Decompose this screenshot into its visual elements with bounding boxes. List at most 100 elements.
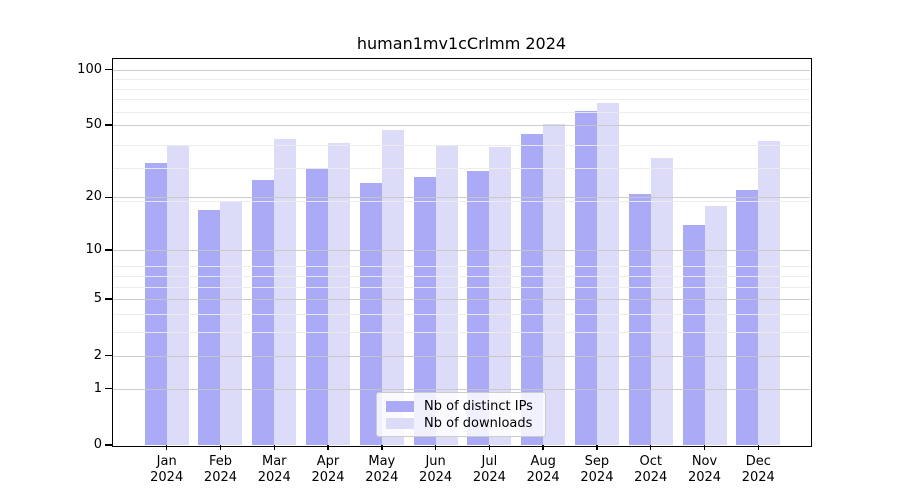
y-tick-label-5: 5 <box>93 291 102 307</box>
x-tick-label-apr: Apr 2024 <box>301 454 355 486</box>
y-tick-5 <box>105 298 113 300</box>
x-tick-sep <box>596 445 598 450</box>
bar-downloads-jan <box>166 144 189 445</box>
x-tick-mar <box>273 445 275 450</box>
y-axis-layer: 0 1 2 5 10 20 50 100 <box>77 59 810 452</box>
x-tick-label-year-jun: 2024 <box>419 470 453 485</box>
gridline-major-50 <box>113 125 810 127</box>
x-tick-label-month-jan: Jan <box>156 454 177 469</box>
bar-downloads-mar <box>274 139 297 445</box>
x-tick-dec <box>757 445 760 450</box>
x-tick-label-nov: Nov 2024 <box>678 454 732 486</box>
bar-distinct-ips-jun <box>413 176 436 445</box>
gridline-minor-8 <box>113 266 810 268</box>
x-tick-label-year-may: 2024 <box>365 470 399 485</box>
gridline-minor-4 <box>113 314 810 316</box>
bar-distinct-ips-dec <box>736 189 759 445</box>
x-tick-label-month-nov: Nov <box>691 454 718 469</box>
bar-distinct-ips-oct <box>628 193 651 445</box>
gridline-minor-3 <box>113 332 810 334</box>
gridline-minor-89 <box>113 78 810 80</box>
x-tick-label-year-feb: 2024 <box>203 470 238 485</box>
x-tick-label-sep: Sep 2024 <box>570 454 624 486</box>
y-tick-label-1: 1 <box>93 380 102 396</box>
x-tick-nov <box>703 445 706 450</box>
x-tick-may <box>381 445 383 450</box>
x-tick-label-month-mar: Mar <box>261 454 287 469</box>
gridline-minor-69 <box>113 99 810 101</box>
x-tick-label-year-apr: 2024 <box>311 470 345 485</box>
x-tick-aug <box>542 445 544 450</box>
x-tick-label-year-oct: 2024 <box>634 470 668 485</box>
legend-item-downloads: Nb of downloads <box>386 415 537 432</box>
x-tick-jan <box>165 445 168 450</box>
x-tick-feb <box>219 445 222 450</box>
bar-downloads-feb <box>220 201 243 445</box>
x-tick-label-oct: Oct 2024 <box>624 454 678 486</box>
x-tick-label-jan: Jan 2024 <box>140 454 194 486</box>
x-tick-label-month-dec: Dec <box>745 454 771 469</box>
gridline-minor-19 <box>113 201 810 203</box>
x-axis-layer: Jan 2024 Feb 2024 Mar 2024 Apr 2024 May 2024 Jun 20… <box>113 59 810 485</box>
x-tick-label-feb: Feb 2024 <box>193 454 247 486</box>
bar-downloads-nov <box>704 205 727 445</box>
y-tick-0 <box>105 444 113 446</box>
x-tick-label-month-jun: Jun <box>425 454 446 469</box>
y-tick-label-20: 20 <box>85 189 102 205</box>
x-tick-oct <box>649 445 652 450</box>
gridline-minor-7 <box>113 275 810 277</box>
x-tick-label-jun: Jun 2024 <box>409 454 463 486</box>
bar-distinct-ips-mar <box>252 180 275 445</box>
x-tick-apr <box>327 445 329 450</box>
bar-downloads-jul <box>489 147 512 445</box>
legend-item-distinct-ips: Nb of distinct IPs <box>386 398 537 415</box>
x-tick-label-mar: Mar 2024 <box>247 454 301 486</box>
bar-distinct-ips-aug <box>521 133 544 445</box>
gridline-minor-59 <box>113 111 810 113</box>
gridline-minor-6 <box>113 286 810 288</box>
legend: Nb of distinct IPs Nb of downloads <box>376 392 546 437</box>
bar-downloads-dec <box>758 140 781 445</box>
y-tick-100 <box>105 68 113 71</box>
gridline-major-20 <box>113 197 810 199</box>
gridline-major-1 <box>113 388 810 390</box>
x-tick-label-jul: Jul 2024 <box>462 454 516 486</box>
gridline-major-10 <box>113 249 810 251</box>
chart-title: human1mv1cCrlmm 2024 <box>356 34 567 53</box>
gridline-minor-39 <box>113 144 810 146</box>
y-tick-2 <box>105 354 113 357</box>
x-tick-label-aug: Aug 2024 <box>516 454 570 486</box>
legend-swatch-distinct-ips <box>386 401 414 412</box>
bar-distinct-ips-may <box>359 183 382 445</box>
bar-distinct-ips-jul <box>467 171 490 445</box>
bar-distinct-ips-apr <box>306 168 329 445</box>
gridline-major-5 <box>113 299 810 301</box>
y-tick-label-50: 50 <box>85 117 102 133</box>
legend-label-downloads: Nb of downloads <box>424 416 533 431</box>
x-tick-label-month-sep: Sep <box>584 454 610 469</box>
y-tick-label-2: 2 <box>93 347 102 363</box>
gridline-minor-29 <box>113 168 810 170</box>
x-tick-label-year-sep: 2024 <box>580 470 614 485</box>
x-tick-jun <box>434 445 437 450</box>
plot-area: 0 1 2 5 10 20 50 100 Jan 2024 Feb 2024 Mar 2024 Apr 20… <box>77 57 812 485</box>
x-tick-label-dec: Dec 2024 <box>731 454 785 486</box>
bar-distinct-ips-sep <box>574 110 597 445</box>
x-tick-label-year-aug: 2024 <box>526 470 560 485</box>
legend-swatch-downloads <box>386 418 414 429</box>
bar-distinct-ips-nov <box>682 224 705 445</box>
bar-downloads-sep <box>596 102 619 445</box>
x-tick-jul <box>488 445 491 450</box>
x-tick-label-month-jul: Jul <box>481 454 498 469</box>
x-tick-label-year-jul: 2024 <box>472 470 506 485</box>
y-tick-20 <box>105 196 113 199</box>
bar-distinct-ips-jan <box>144 163 167 445</box>
bar-downloads-oct <box>650 158 673 445</box>
y-tick-1 <box>105 387 113 390</box>
x-tick-label-year-dec: 2024 <box>741 470 775 485</box>
bar-downloads-jun <box>435 144 458 445</box>
bars-layer <box>113 59 810 445</box>
y-tick-label-10: 10 <box>85 241 102 257</box>
gridline-major-100 <box>113 69 810 71</box>
